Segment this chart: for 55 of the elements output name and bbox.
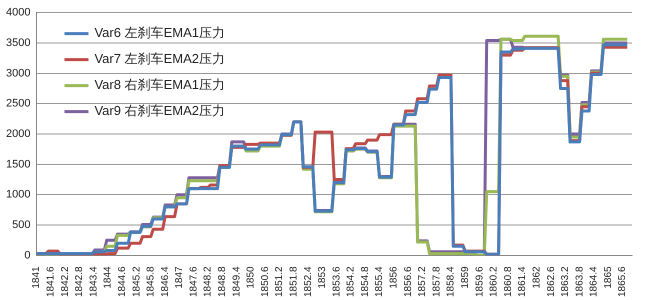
- x-tick-label: 1853.6: [331, 266, 342, 298]
- x-tick-label: 1848.8: [217, 266, 228, 298]
- x-tick-label: 1852.4: [302, 266, 314, 298]
- x-tick-label: 1857.8: [431, 266, 442, 298]
- x-tick-label: 1843.4: [88, 266, 100, 298]
- x-tick-label: 1858.4: [446, 266, 457, 298]
- y-tick-label: 1500: [6, 158, 30, 170]
- x-tick-label: 1864.4: [588, 266, 600, 298]
- y-tick-label: 1000: [6, 188, 30, 201]
- x-tick-label: 1850: [246, 266, 257, 289]
- x-tick-label: 1859.6: [474, 266, 486, 298]
- x-tick-label: 1857.2: [417, 266, 428, 298]
- x-tick-label: 1854.2: [346, 266, 357, 298]
- y-tick-label: 2500: [6, 98, 30, 110]
- x-tick-label: 1850.6: [260, 266, 271, 298]
- x-tick-label: 1860.8: [502, 266, 514, 298]
- y-tick-label: 500: [12, 219, 30, 232]
- x-tick-label: 1855.4: [374, 266, 386, 298]
- legend-label: Var9 右刹车EMA2压力: [94, 103, 225, 118]
- x-tick-label: 1842.8: [74, 266, 86, 298]
- x-tick-label: 1865.6: [617, 266, 628, 298]
- x-tick-label: 1847: [174, 266, 186, 289]
- x-tick-label: 1856.6: [402, 266, 414, 298]
- x-tick-label: 1863.2: [560, 266, 572, 298]
- legend-label: Var8 右刹车EMA1压力: [94, 77, 225, 92]
- x-tick-label: 1849.4: [231, 266, 242, 298]
- y-tick-label: 3500: [6, 36, 30, 49]
- y-tick-label: 2000: [6, 128, 30, 140]
- x-tick-label: 1841: [31, 266, 42, 289]
- x-tick-label: 1851.8: [288, 266, 300, 298]
- legend-label: Var6 左刹车EMA1压力: [94, 25, 225, 40]
- x-tick-label: 1851.2: [274, 266, 286, 298]
- x-tick-label: 1861.4: [517, 266, 528, 298]
- x-tick-label: 1853: [317, 266, 328, 289]
- x-tick-label: 1841.6: [46, 266, 57, 298]
- x-tick-label: 1862.6: [546, 266, 557, 298]
- x-tick-label: 1842.2: [60, 266, 71, 298]
- y-tick-label: 4000: [6, 6, 30, 19]
- x-tick-label: 1859: [460, 266, 471, 289]
- x-tick-label: 1863.8: [574, 266, 586, 298]
- x-tick-label: 1844: [102, 266, 114, 289]
- y-tick-label: 0: [24, 249, 30, 262]
- x-tick-label: 1848.2: [202, 266, 214, 298]
- x-tick-label: 1856: [388, 266, 400, 289]
- x-tick-label: 1854.8: [360, 266, 371, 298]
- x-tick-label: 1844.6: [116, 266, 128, 298]
- x-tick-label: 1845.2: [131, 266, 142, 298]
- x-tick-label: 1845.8: [146, 266, 157, 298]
- y-tick-label: 3000: [6, 67, 30, 80]
- x-tick-label: 1865: [602, 266, 614, 289]
- legend-label: Var7 左刹车EMA2压力: [94, 51, 225, 66]
- x-tick-label: 1860.2: [488, 266, 500, 298]
- x-tick-label: 1847.6: [188, 266, 200, 298]
- x-tick-label: 1846.4: [160, 266, 171, 298]
- x-tick-label: 1862: [531, 266, 542, 289]
